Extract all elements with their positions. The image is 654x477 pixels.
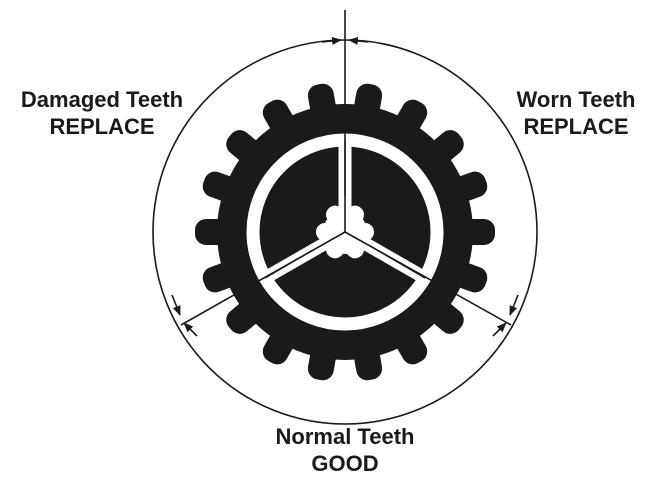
hub-lobe: [346, 205, 364, 224]
worn-teeth-verdict: REPLACE: [523, 114, 629, 139]
arrow-right-lower: [492, 322, 507, 337]
worn-teeth-title: Worn Teeth: [516, 87, 636, 112]
arrow-right-upper: [509, 294, 519, 316]
hub-lobe: [356, 223, 374, 241]
divider-lower-right-inner: [376, 249, 426, 279]
normal-teeth-title: Normal Teeth: [275, 424, 415, 449]
damaged-teeth-verdict: REPLACE: [49, 114, 155, 139]
damaged-teeth-label: Damaged Teeth REPLACE: [2, 86, 202, 140]
hub-lobe: [326, 205, 344, 224]
normal-teeth-label: Normal Teeth GOOD: [240, 423, 450, 477]
hub-lobe: [316, 223, 334, 241]
divider-lower-right: [344, 231, 512, 326]
divider-lower-left: [180, 231, 346, 326]
hub-lobe: [326, 240, 344, 259]
damaged-teeth-title: Damaged Teeth: [20, 87, 184, 112]
normal-teeth-verdict: GOOD: [311, 451, 379, 476]
arrow-left-lower: [183, 322, 198, 337]
worn-teeth-label: Worn Teeth REPLACE: [500, 86, 652, 140]
arrow-top-right: [348, 36, 369, 45]
divider-lower-left-inner: [264, 249, 314, 279]
arrow-top-left: [321, 36, 342, 45]
arrow-left-upper: [171, 294, 181, 316]
hub-lobe: [346, 240, 364, 259]
